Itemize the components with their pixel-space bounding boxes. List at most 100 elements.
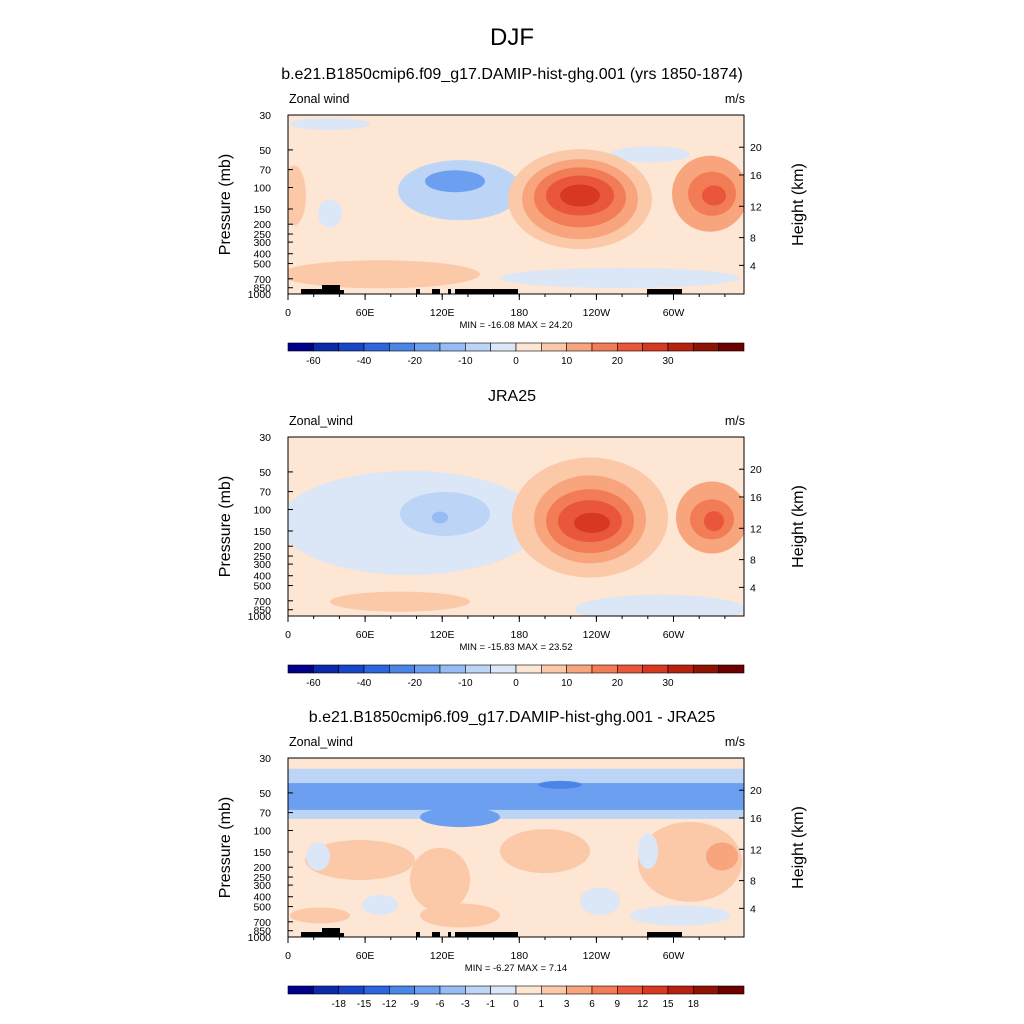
- y-tick-label: 850: [253, 283, 271, 295]
- x-tick-label: 0: [285, 307, 291, 319]
- x-tick-label: 180: [511, 950, 529, 962]
- colorbar-swatch: [667, 985, 694, 995]
- y-tick-label: 1000: [248, 289, 272, 301]
- colorbar-label: 0: [513, 678, 519, 689]
- colorbar-swatch: [617, 664, 643, 674]
- colorbar-label: 12: [637, 999, 649, 1010]
- y-tick-label: 70: [259, 808, 271, 820]
- y2-tick-label: 4: [750, 903, 756, 915]
- contour-field: [288, 758, 744, 937]
- panel-frame: [287, 757, 745, 938]
- y-tick-label: 50: [259, 788, 271, 800]
- colorbar-swatch: [490, 664, 517, 674]
- topography-block: [647, 932, 682, 937]
- panel-title: b.e21.B1850cmip6.f09_g17.DAMIP-hist-ghg.…: [309, 709, 716, 726]
- colorbar-swatch: [566, 664, 593, 674]
- colorbar-label: -3: [461, 999, 470, 1010]
- colorbar-label: -9: [410, 999, 419, 1010]
- y2-tick-label: 4: [750, 260, 756, 272]
- colorbar-swatch: [591, 342, 618, 352]
- y2-tick-label: 8: [750, 876, 756, 888]
- positive-region: [290, 907, 350, 924]
- negative-region: [318, 199, 342, 228]
- y-tick-label: 300: [253, 237, 271, 249]
- panel-title: JRA25: [488, 388, 536, 405]
- colorbar-swatch: [667, 342, 694, 352]
- colorbar-swatch: [591, 664, 618, 674]
- panel-frame: [287, 114, 745, 295]
- y-axis-label: Pressure (mb): [217, 476, 234, 577]
- colorbar-swatch: [541, 342, 567, 352]
- y2-tick-label: 8: [750, 555, 756, 567]
- topography-block: [448, 289, 451, 294]
- y2-tick-label: 12: [750, 523, 762, 535]
- x-tick-label: 60E: [356, 629, 375, 641]
- colorbar-swatch: [439, 985, 466, 995]
- colorbar-swatch: [363, 342, 390, 352]
- negative-band-core: [288, 783, 744, 810]
- colorbar-swatch: [389, 985, 415, 995]
- y-tick-label: 700: [253, 274, 271, 286]
- y-tick-label: 30: [259, 432, 271, 444]
- colorbar-swatch: [541, 664, 567, 674]
- y2-tick-label: 12: [750, 201, 762, 213]
- x-tick-label: 120W: [583, 950, 611, 962]
- y-tick-label: 500: [253, 581, 271, 593]
- colorbar-label: -40: [357, 678, 372, 689]
- positive-region: [330, 591, 470, 612]
- topography-block: [301, 289, 328, 294]
- x-tick-label: 60W: [663, 629, 685, 641]
- y-tick-label: 500: [253, 259, 271, 271]
- colorbar-label: 30: [662, 356, 674, 367]
- panel-units-label: m/s: [725, 735, 745, 749]
- colorbar-swatch: [515, 985, 542, 995]
- x-tick-label: 180: [511, 307, 529, 319]
- negative-region: [575, 594, 744, 616]
- positive-region: [288, 165, 306, 226]
- topography-block: [301, 932, 328, 937]
- colorbar-label: 10: [561, 356, 573, 367]
- negative-jet-core: [432, 511, 448, 524]
- y-tick-label: 400: [253, 249, 271, 261]
- colorbar-label: 30: [662, 678, 674, 689]
- panels: b.e21.B1850cmip6.f09_g17.DAMIP-hist-ghg.…: [217, 66, 807, 1010]
- colorbar-label: -18: [331, 999, 346, 1010]
- colorbar-label: 0: [513, 356, 519, 367]
- y-tick-label: 1000: [248, 932, 272, 944]
- y2-tick-label: 4: [750, 582, 756, 594]
- y-tick-label: 300: [253, 880, 271, 892]
- colorbar-label: 6: [589, 999, 595, 1010]
- y-tick-label: 30: [259, 110, 271, 122]
- x-tick-label: 0: [285, 950, 291, 962]
- y2-axis-label: Height (km): [790, 163, 807, 246]
- colorbar-swatch: [465, 664, 491, 674]
- negative-region: [362, 894, 398, 915]
- y-tick-label: 100: [253, 504, 271, 516]
- colorbar-label: 15: [662, 999, 674, 1010]
- panel-frame: [287, 436, 745, 617]
- colorbar-swatch: [490, 985, 517, 995]
- colorbar-swatch: [465, 985, 491, 995]
- colorbar-swatch: [642, 985, 669, 995]
- positive-region: [288, 260, 480, 289]
- positive-core: [704, 511, 724, 532]
- colorbar-label: -20: [407, 356, 422, 367]
- y-tick-label: 700: [253, 917, 271, 929]
- colorbar-swatch: [313, 985, 339, 995]
- negative-region: [630, 905, 730, 926]
- colorbar-swatch: [338, 985, 365, 995]
- y2-tick-label: 16: [750, 170, 762, 182]
- x-tick-label: 120E: [430, 307, 455, 319]
- x-tick-label: 120E: [430, 629, 455, 641]
- colorbar-swatch: [515, 342, 542, 352]
- y-tick-label: 50: [259, 467, 271, 479]
- colorbar-label: 3: [564, 999, 570, 1010]
- y-tick-label: 250: [253, 551, 271, 563]
- y-tick-label: 400: [253, 892, 271, 904]
- topography-block: [416, 932, 420, 937]
- negative-jet-core: [425, 170, 485, 193]
- y-tick-label: 70: [259, 487, 271, 499]
- contour-field: [288, 115, 744, 294]
- topography-block: [322, 285, 340, 294]
